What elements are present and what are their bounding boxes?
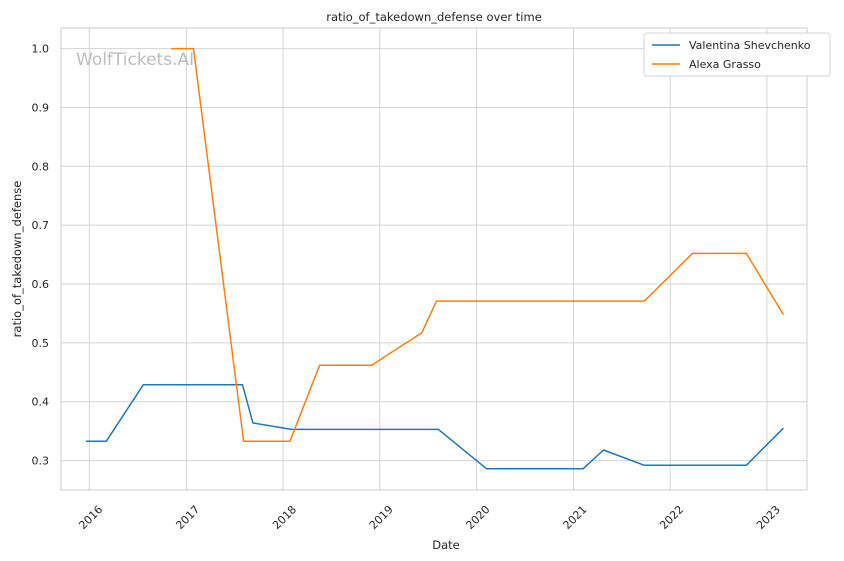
- legend-box: [643, 32, 831, 77]
- y-tick-label: 0.4: [32, 396, 50, 409]
- legend-label-valentina-shevchenko: Valentina Shevchenko: [689, 39, 811, 52]
- y-axis-label: ratio_of_takedown_defense: [10, 181, 24, 338]
- y-tick-label: 0.9: [32, 101, 50, 114]
- y-tick-label: 0.8: [32, 160, 50, 173]
- watermark: WolfTickets.AI: [76, 50, 194, 70]
- y-tick-label: 0.6: [32, 278, 50, 291]
- series-layer: [85, 47, 785, 470]
- y-tick-label: 0.3: [32, 455, 50, 468]
- x-tick-label: 2016: [76, 503, 105, 532]
- plot-frame: [60, 27, 808, 491]
- x-tick-label: 2023: [754, 503, 783, 532]
- series-line-valentina-shevchenko: [85, 383, 784, 470]
- x-tick-label: 2020: [464, 503, 493, 532]
- x-tick-label: 2018: [270, 503, 299, 532]
- y-tick-label: 0.5: [32, 337, 50, 350]
- series-line-alexa-grasso: [171, 47, 785, 442]
- x-tick-label: 2022: [657, 503, 686, 532]
- legend-label-alexa-grasso: Alexa Grasso: [689, 58, 761, 71]
- legend: Valentina Shevchenko Alexa Grasso: [643, 32, 831, 77]
- chart-title: ratio_of_takedown_defense over time: [326, 10, 542, 24]
- plot-area: [61, 28, 807, 490]
- x-tick-label: 2019: [367, 503, 396, 532]
- x-tick-label: 2017: [173, 503, 202, 532]
- y-tick-label: 1.0: [32, 43, 50, 56]
- y-tick-label: 0.7: [32, 219, 50, 232]
- x-tick-label: 2021: [561, 503, 590, 532]
- x-axis-label: Date: [432, 538, 460, 552]
- grid: [61, 28, 807, 490]
